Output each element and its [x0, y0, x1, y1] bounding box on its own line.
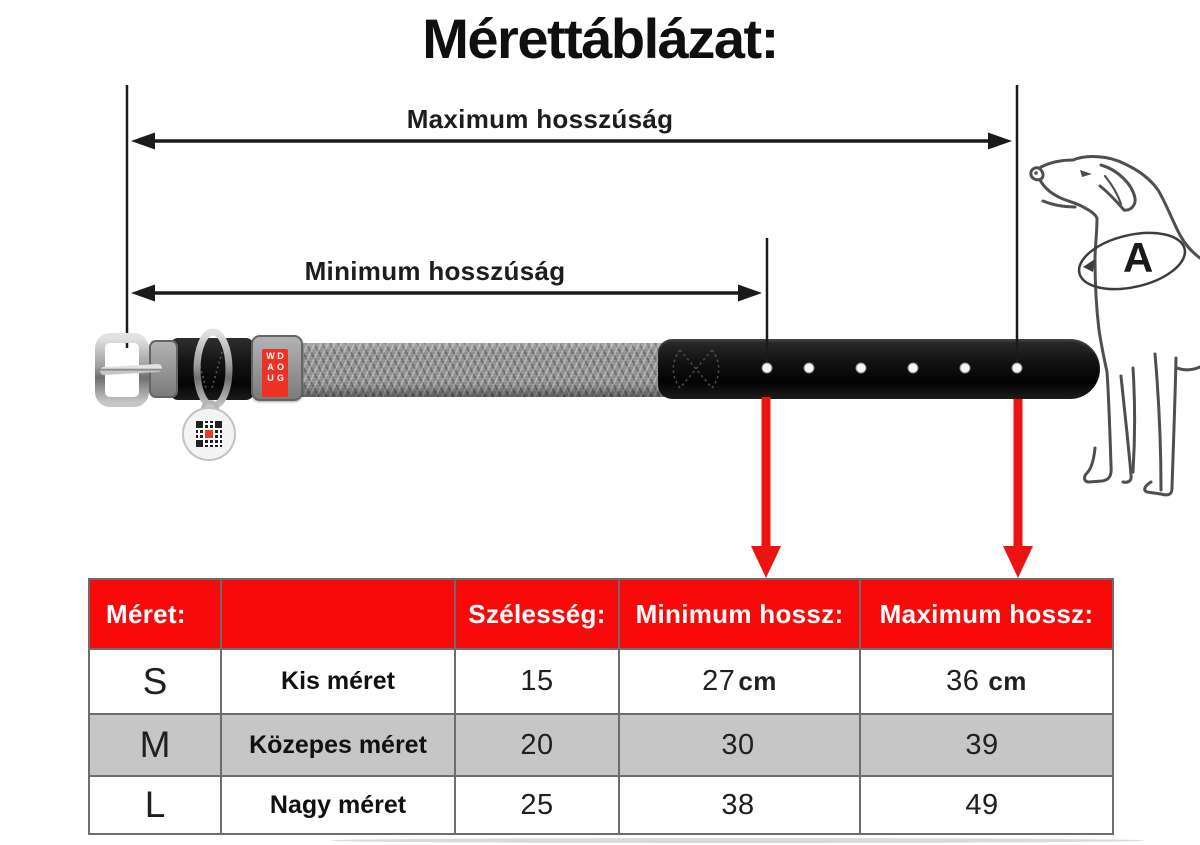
min-value: 27	[702, 665, 736, 697]
min-length-arrow	[131, 284, 762, 302]
max-length-arrow	[131, 132, 1012, 150]
min-length-label: Minimum hosszúság	[304, 256, 566, 286]
dog-illustration: A	[1029, 155, 1200, 497]
max-value: 39	[965, 728, 999, 761]
cell-width: 15	[454, 648, 620, 715]
qr-tag-icon	[182, 407, 236, 461]
collar-leather-right	[658, 339, 1100, 399]
header-max-length: Maximum hossz:	[859, 578, 1114, 650]
cell-name: Közepes méret	[220, 713, 456, 777]
cell-size: M	[88, 713, 222, 777]
collar-fabric-strap	[294, 343, 704, 397]
table-header-row: Méret: Szélesség: Minimum hossz: Maximum…	[88, 578, 1114, 650]
cell-width: 20	[454, 713, 620, 777]
dimension-extension-lines	[125, 85, 1019, 363]
stitching-junction	[672, 349, 720, 389]
brand-word-1: WAU	[265, 351, 276, 384]
size-table: Méret: Szélesség: Minimum hossz: Maximum…	[88, 578, 1114, 835]
table-row-m: M Közepes méret 20 30 39	[88, 713, 1114, 777]
collar-d-ring	[193, 328, 233, 418]
cell-max-length: 49	[859, 775, 1114, 835]
header-size: Méret:	[88, 578, 222, 650]
table-row-l: L Nagy méret 25 38 49	[88, 775, 1114, 835]
min-unit: cm	[738, 666, 777, 696]
cell-width: 25	[454, 775, 620, 835]
page-title: Mérettáblázat:	[422, 7, 779, 70]
collar-leather-left	[170, 338, 254, 400]
brand-word-2: DOG	[275, 351, 286, 384]
cell-size: S	[88, 648, 222, 715]
red-pointer-arrows	[751, 397, 1033, 578]
brand-label: WAU DOG	[262, 349, 288, 397]
max-length-label: Maximum hosszúság	[406, 104, 674, 134]
cell-name: Kis méret	[220, 648, 456, 715]
max-value: 49	[965, 788, 999, 821]
header-name	[220, 578, 456, 650]
min-value: 38	[721, 788, 755, 821]
cell-max-length: 36 cm	[859, 648, 1114, 715]
cell-min-length: 30	[618, 713, 861, 777]
header-min-length: Minimum hossz:	[618, 578, 861, 650]
table-row-s: S Kis méret 15 27 cm 36 cm	[88, 648, 1114, 715]
min-value: 30	[721, 728, 755, 761]
cell-min-length: 27 cm	[618, 648, 861, 715]
max-unit: cm	[988, 666, 1027, 696]
collar-buckle	[95, 333, 162, 407]
cell-size: L	[88, 775, 222, 835]
table-shadow	[330, 838, 1145, 843]
collar-holes	[761, 362, 1023, 374]
cell-name: Nagy méret	[220, 775, 456, 835]
cell-max-length: 39	[859, 713, 1114, 777]
max-value: 36	[946, 665, 980, 697]
neck-dimension-label: A	[1123, 234, 1153, 281]
header-width: Szélesség:	[454, 578, 620, 650]
cell-min-length: 38	[618, 775, 861, 835]
